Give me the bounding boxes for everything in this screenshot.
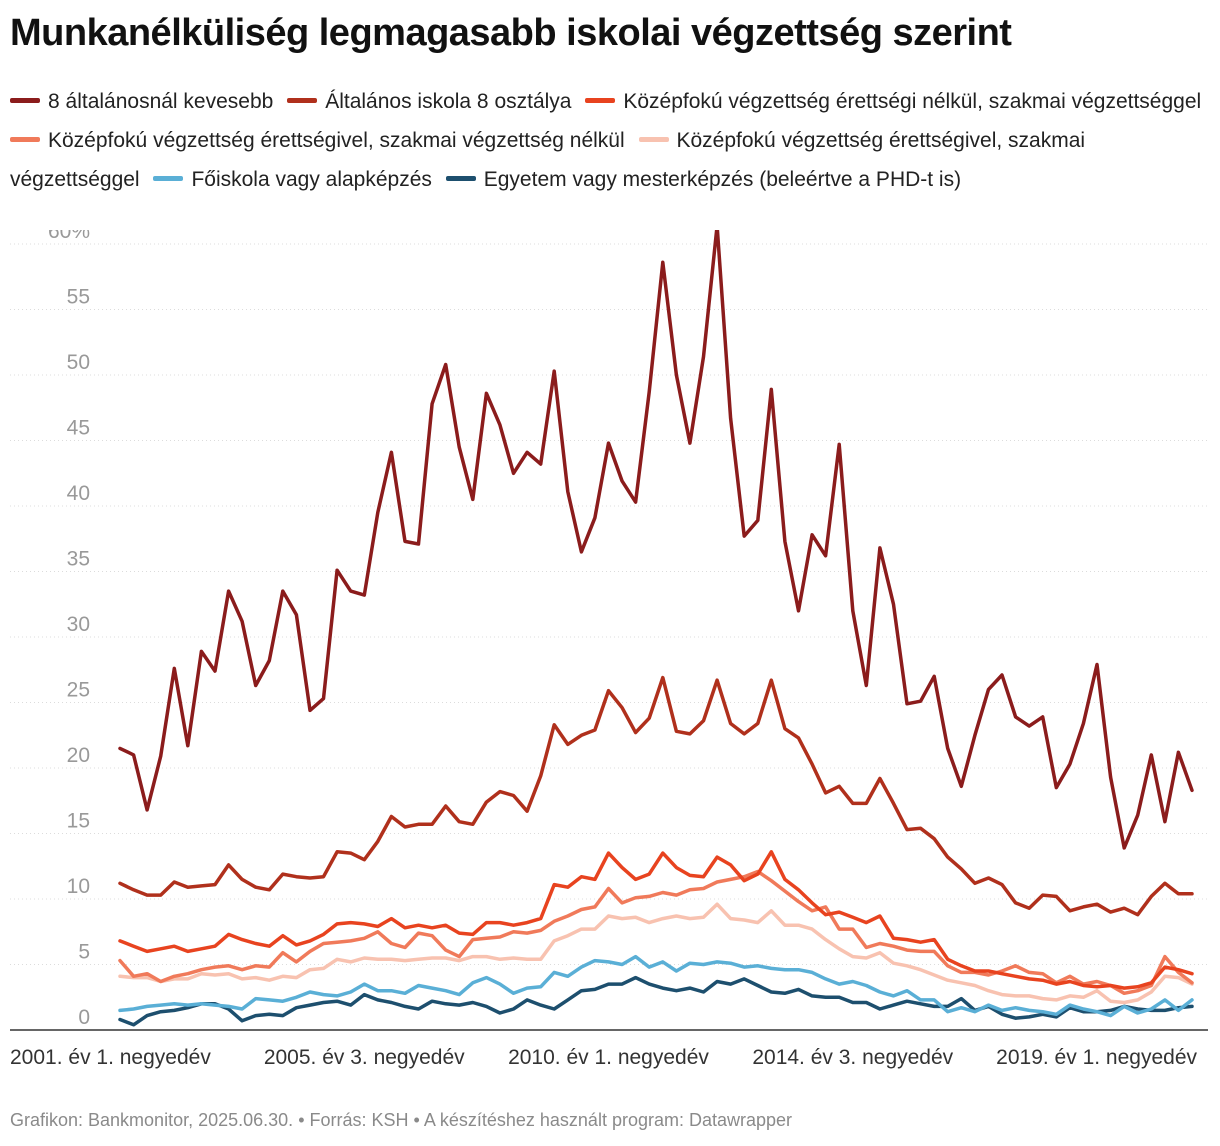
footer-source: Forrás: KSH: [309, 1110, 409, 1130]
y-tick-label: 25: [67, 679, 90, 702]
legend-label: Egyetem vagy mesterképzés (beleértve a P…: [483, 168, 962, 191]
footer-separator: •: [293, 1110, 310, 1130]
legend-item: Főiskola vagy alapképzés: [153, 168, 432, 191]
y-axis-ticks: 0 5 10 15 20 25 30 35 40 45 50 55 60%: [48, 230, 90, 1029]
y-tick-label: 5: [78, 941, 90, 964]
x-tick-label: 2014. év 3. negyedév: [752, 1046, 953, 1069]
y-tick-label: 15: [67, 810, 90, 833]
footer-separator: •: [408, 1110, 424, 1130]
y-tick-label: 20: [67, 744, 90, 767]
series-line-3: [118, 850, 1194, 990]
x-axis-ticks: 2001. év 1. negyedév 2005. év 3. negyedév…: [10, 1046, 1198, 1069]
legend-swatch: [287, 97, 318, 103]
legend-swatch: [153, 175, 184, 181]
x-tick-label: 2019. év 1. negyedév: [996, 1046, 1197, 1069]
legend-swatch: [10, 97, 40, 103]
series-line-1: [118, 230, 1194, 850]
y-tick-label: 10: [67, 875, 90, 898]
legend-label: Középfokú végzettség érettségivel, szakm…: [10, 129, 1086, 191]
legend-item: Általános iskola 8 osztálya: [287, 90, 572, 113]
legend-label: 8 általánosnál kevesebb: [48, 90, 274, 113]
legend-item: Középfokú végzettség érettségi nélkül, s…: [585, 90, 1201, 113]
series-line-5: [118, 902, 1194, 1005]
y-tick-label: 40: [67, 482, 90, 505]
footer-credit: Grafikon: Bankmonitor, 2025.06.30.: [10, 1110, 294, 1130]
legend-swatch: [445, 175, 476, 181]
y-tick-label: 60%: [48, 230, 90, 243]
series-line-6: [118, 954, 1194, 1018]
y-tick-label: 50: [67, 351, 90, 374]
y-tick-label: 55: [67, 286, 90, 309]
legend: 8 általánosnál kevesebb Általános iskola…: [10, 82, 1215, 199]
series-line-4: [118, 869, 1194, 996]
gridlines: [10, 243, 1208, 1031]
x-tick-label: 2005. év 3. negyedév: [264, 1046, 465, 1069]
series-line-7: [118, 975, 1194, 1027]
legend-swatch: [10, 136, 40, 142]
y-tick-label: 0: [78, 1006, 90, 1029]
legend-label: Általános iskola 8 osztálya: [325, 90, 572, 113]
legend-item: Egyetem vagy mesterképzés (beleértve a P…: [445, 168, 962, 191]
y-tick-label: 35: [67, 548, 90, 571]
footer: Grafikon: Bankmonitor, 2025.06.30. • For…: [10, 1110, 792, 1131]
x-tick-label: 2010. év 1. negyedév: [508, 1046, 709, 1069]
legend-swatch: [638, 136, 669, 142]
footer-tool: A készítéshez használt program: Datawrap…: [423, 1110, 793, 1130]
y-tick-label: 45: [67, 417, 90, 440]
legend-swatch: [585, 97, 616, 103]
legend-label: Főiskola vagy alapképzés: [191, 168, 432, 191]
legend-item: Középfokú végzettség érettségivel, szakm…: [10, 129, 625, 152]
y-tick-label: 30: [67, 613, 90, 636]
legend-label: Középfokú végzettség érettségi nélkül, s…: [623, 90, 1202, 113]
legend-item: 8 általánosnál kevesebb: [10, 90, 273, 113]
line-chart: 0 5 10 15 20 25 30 35 40 45 50 55 60% 2001. év 1. ne…: [10, 230, 1208, 1069]
x-tick-label: 2001. év 1. negyedév: [10, 1046, 211, 1069]
series-line-2: [118, 675, 1194, 917]
legend-label: Középfokú végzettség érettségivel, szakm…: [48, 129, 625, 152]
chart-title: Munkanélküliség legmagasabb iskolai végz…: [10, 12, 1012, 54]
series-lines: [118, 230, 1194, 1027]
legend-item: Középfokú végzettség érettségivel, szakm…: [10, 129, 1085, 191]
